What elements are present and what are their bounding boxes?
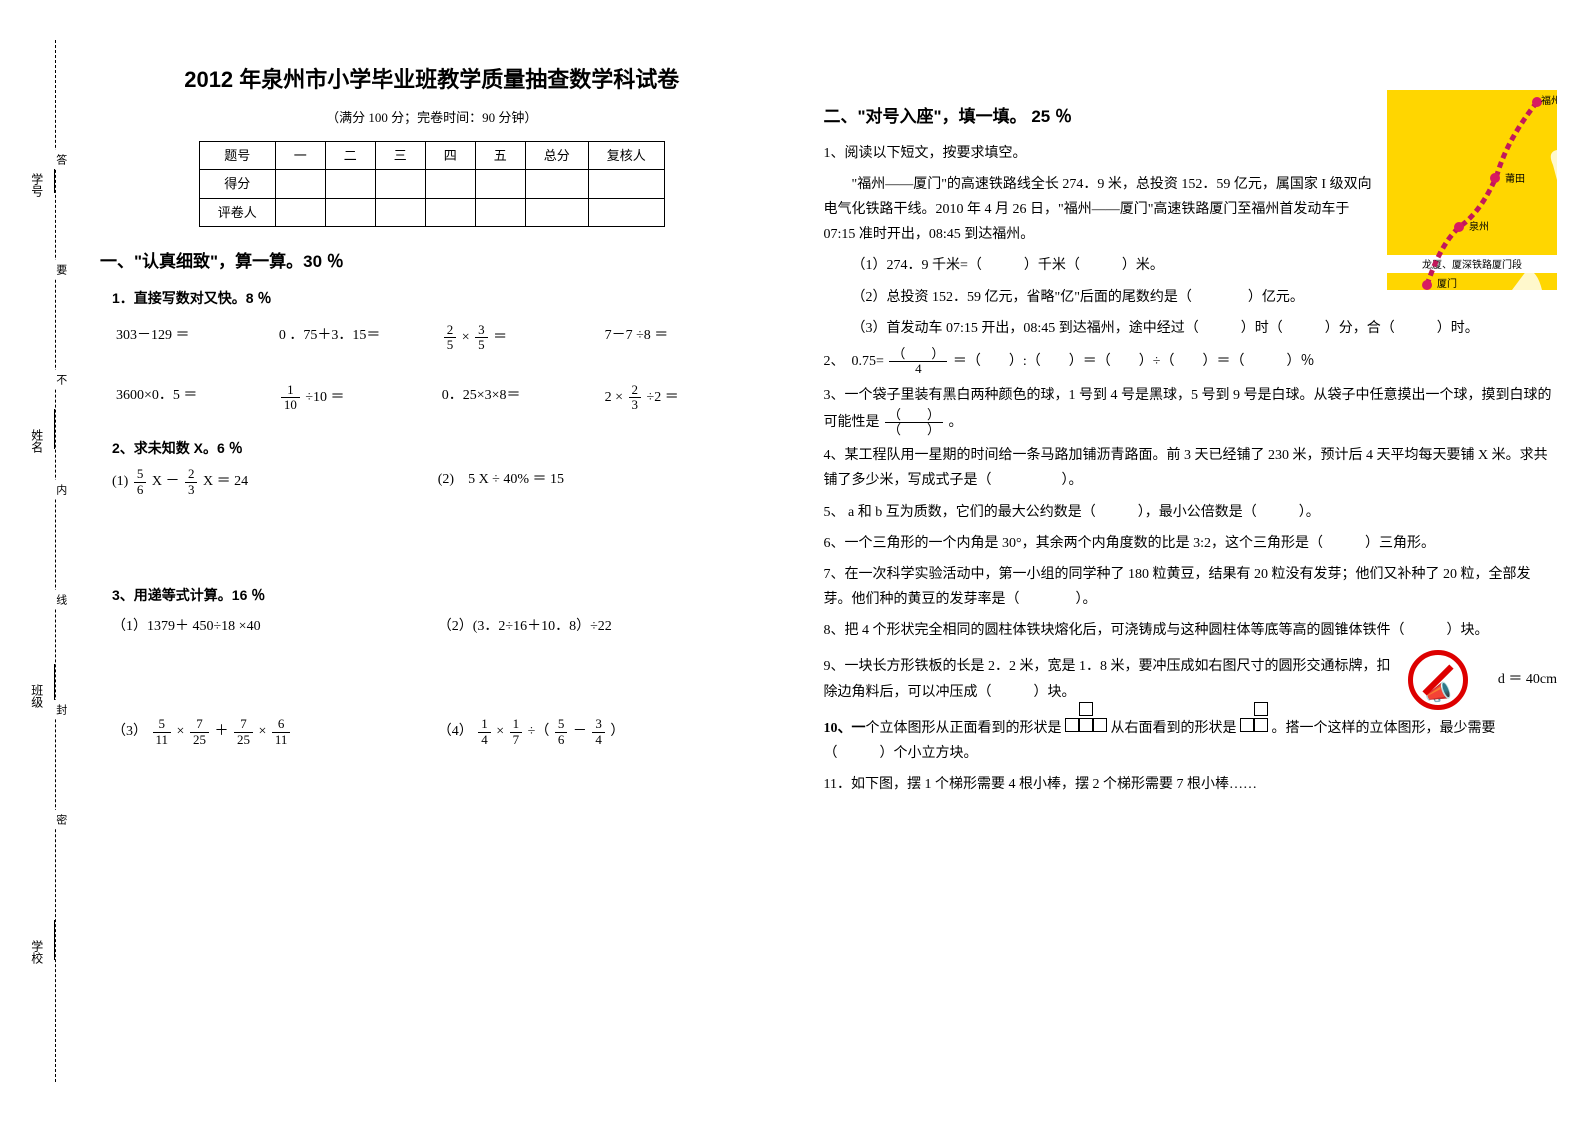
side-label: 班级 xyxy=(25,684,47,708)
q4: 4、某工程队用一星期的时间给一条马路加铺沥青路面。前 3 天已经铺了 230 米… xyxy=(824,443,1558,493)
q3: 3、一个袋子里装有黑白两种颜色的球，1 号到 4 号是黑球，5 号到 9 号是白… xyxy=(824,383,1558,438)
expr: 3600×0．5 ＝ xyxy=(112,377,275,419)
svg-text:福州: 福州 xyxy=(1541,94,1557,107)
expr: 2 × 23 ÷2 ＝ xyxy=(601,377,764,419)
no-horn-sign-icon: 📣 xyxy=(1408,650,1468,710)
q6: 6、一个三角形的一个内角是 30°，其余两个内角度数的比是 3:2，这个三角形是… xyxy=(824,531,1558,556)
expr: （4） 14 × 17 ÷（ 56 － 34 ） xyxy=(438,717,764,747)
calc-row-3: （1）1379＋ 450÷18 ×40 （2）(3．2÷16＋10．8）÷22 xyxy=(112,614,764,639)
section-1-head: 一、"认真细致"，算一算。30 ％ xyxy=(100,247,764,278)
seal-char: 线 xyxy=(50,590,70,609)
side-label: 学校 xyxy=(25,940,47,964)
expr: 303－129 ＝ xyxy=(112,317,275,359)
seal-char: 内 xyxy=(50,480,70,499)
exam-title: 2012 年泉州市小学毕业班教学质量抽查数学科试卷 xyxy=(100,60,764,100)
seal-char: 密 xyxy=(50,810,70,829)
q5: 5、 a 和 b 互为质数，它们的最大公约数是（ ），最小公倍数是（ ）。 xyxy=(824,500,1558,525)
th: 四 xyxy=(425,141,475,169)
sub-1-3: 3、用递等式计算。16 ％ xyxy=(112,583,764,608)
score-table: 题号 一 二 三 四 五 总分 复核人 得分 评卷人 xyxy=(199,141,665,227)
q11: 11．如下图，摆 1 个梯形需要 4 根小棒，摆 2 个梯形需要 7 根小棒…… xyxy=(824,772,1558,797)
seal-char: 不 xyxy=(50,370,70,389)
th: 三 xyxy=(375,141,425,169)
th: 一 xyxy=(275,141,325,169)
calc-row-1: 303－129 ＝ 0 ．75＋3．15＝ 25 × 35 ＝ 7－7 ÷8 ＝ xyxy=(112,317,764,359)
table-row: 得分 xyxy=(199,170,664,198)
right-page: 龙厦、厦深铁路厦门段 福州 莆田 泉州 厦门 二、"对号入座"，填一填。 25 … xyxy=(794,0,1587,1122)
diameter-label: d ＝ 40cm xyxy=(1498,667,1557,692)
expr: 25 × 35 ＝ xyxy=(438,317,601,359)
expr: (2) 5 X ÷ 40% ＝ 15 xyxy=(438,467,764,497)
left-page: 2012 年泉州市小学毕业班教学质量抽查数学科试卷 （满分 100 分；完卷时间… xyxy=(0,0,794,1122)
calc-row-2: 3600×0．5 ＝ 110 ÷10 ＝ 0．25×3×8＝ 2 × 23 ÷2… xyxy=(112,377,764,419)
q2: 2、 0.75= （ ）4 ＝（ ）:（ ）＝（ ）÷（ ）＝（ ）％ xyxy=(824,347,1558,377)
q1c: （3）首发动车 07:15 开出，08:45 到达福州，途中经过（ ）时（ ）分… xyxy=(852,316,1558,341)
q9: 9、一块长方形铁板的长是 2．2 米，宽是 1．8 米，要冲压成如右图尺寸的圆形… xyxy=(824,650,1558,710)
svg-text:莆田: 莆田 xyxy=(1505,172,1525,185)
sub-1-1: 1．直接写数对又快。8 ％ xyxy=(112,286,764,311)
exam-subtitle: （满分 100 分；完卷时间：90 分钟） xyxy=(100,106,764,129)
seal-char: 封 xyxy=(50,700,70,719)
binding-margin: 学号 姓名 班级 学校 xyxy=(25,50,55,1072)
seal-line xyxy=(55,40,56,1082)
svg-text:泉州: 泉州 xyxy=(1469,220,1489,233)
route-map-icon: 龙厦、厦深铁路厦门段 福州 莆田 泉州 厦门 xyxy=(1387,90,1557,290)
expr: （3） 511 × 725 ＋ 725 × 611 xyxy=(112,717,438,747)
th: 二 xyxy=(325,141,375,169)
q7: 7、在一次科学实验活动中，第一小组的同学种了 180 粒黄豆，结果有 20 粒没… xyxy=(824,562,1558,612)
expr: 7－7 ÷8 ＝ xyxy=(601,317,764,359)
sub-1-2: 2、求未知数 X。6 ％ xyxy=(112,436,764,461)
th: 五 xyxy=(475,141,525,169)
th: 题号 xyxy=(199,141,275,169)
seal-char: 要 xyxy=(50,260,70,279)
calc-row-4: （3） 511 × 725 ＋ 725 × 611 （4） 14 × 17 ÷（… xyxy=(112,717,764,747)
side-view-icon xyxy=(1240,716,1268,741)
expr: （1）1379＋ 450÷18 ×40 xyxy=(112,614,438,639)
row-label: 得分 xyxy=(199,170,275,198)
table-row: 评卷人 xyxy=(199,198,664,226)
th: 总分 xyxy=(525,141,588,169)
seal-char: 答 xyxy=(50,150,70,169)
expr: 110 ÷10 ＝ xyxy=(275,377,438,419)
expr: 0 ．75＋3．15＝ xyxy=(275,317,438,359)
side-label: 姓名 xyxy=(25,429,47,453)
expr: （2）(3．2÷16＋10．8）÷22 xyxy=(438,614,764,639)
table-row: 题号 一 二 三 四 五 总分 复核人 xyxy=(199,141,664,169)
expr: (1) 56 X － 23 X ＝ 24 xyxy=(112,467,438,497)
eq-row: (1) 56 X － 23 X ＝ 24 (2) 5 X ÷ 40% ＝ 15 xyxy=(112,467,764,497)
svg-text:厦门: 厦门 xyxy=(1437,277,1457,290)
th: 复核人 xyxy=(588,141,664,169)
q10: 10、一个立体图形从正面看到的形状是 从右面看到的形状是 。搭一个这样的立体图形… xyxy=(824,716,1558,767)
row-label: 评卷人 xyxy=(199,198,275,226)
front-view-icon xyxy=(1065,716,1107,741)
q8: 8、把 4 个形状完全相同的圆柱体铁块熔化后，可浇铸成与这种圆柱体等底等高的圆锥… xyxy=(824,618,1558,643)
side-label: 学号 xyxy=(25,173,47,197)
expr: 0．25×3×8＝ xyxy=(438,377,601,419)
